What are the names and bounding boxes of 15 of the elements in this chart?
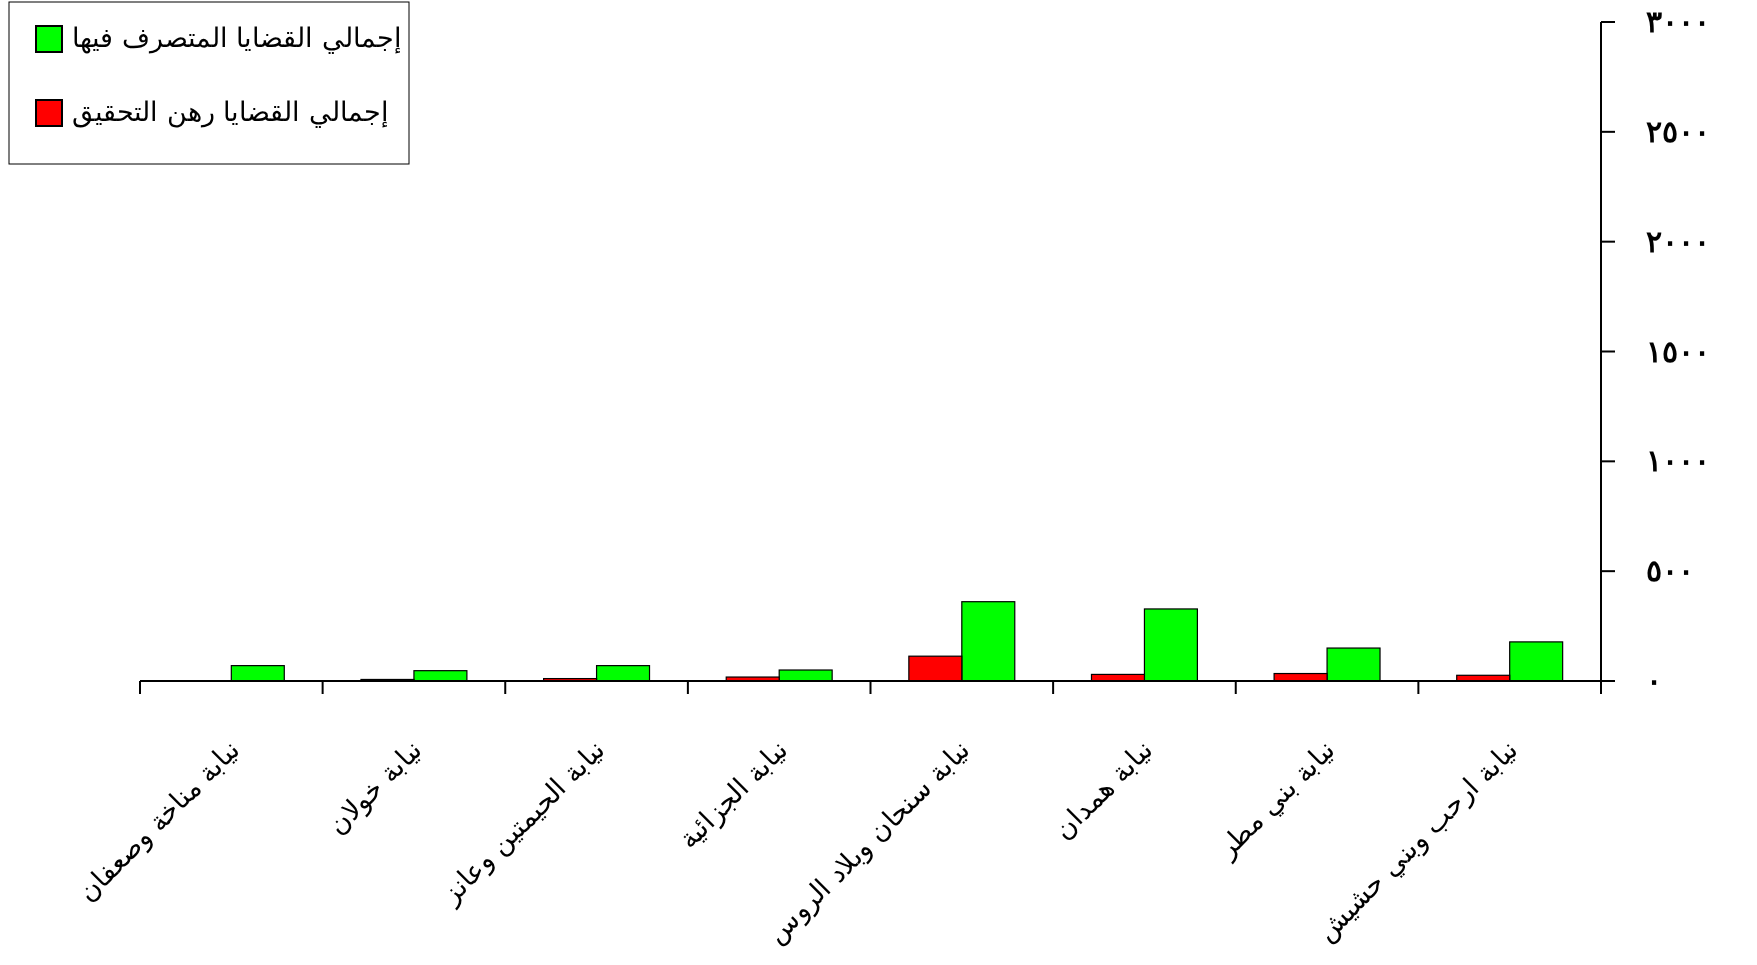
x-tick-label: نيابة بني مطر [1209,733,1343,866]
y-tick-label: ١٥٠٠ [1646,333,1710,369]
y-tick-label: ٠ [1646,663,1662,698]
y-tick-label: ٢٥٠٠ [1646,113,1710,149]
y-tick-label: ٣٠٠٠ [1646,4,1710,39]
legend-label: إجمالي القضايا رهن التحقيق [72,96,389,128]
y-tick-label: ٢٠٠٠ [1646,223,1710,259]
y-tick-label: ١٠٠٠ [1646,443,1710,479]
x-tick-label: نيابة مناخة وصعفان [71,733,247,909]
x-tick-label: نيابة خولان [320,733,429,842]
x-tick-label: نيابة همدان [1047,733,1159,845]
legend-label: إجمالي القضايا المتصرف فيها [72,22,402,54]
x-tick-label: نيابة الجزائية [672,733,795,856]
y-tick-label: ٥٠٠ [1646,553,1694,589]
x-tick-label: نيابة الحيمتين وعانز [433,733,612,911]
